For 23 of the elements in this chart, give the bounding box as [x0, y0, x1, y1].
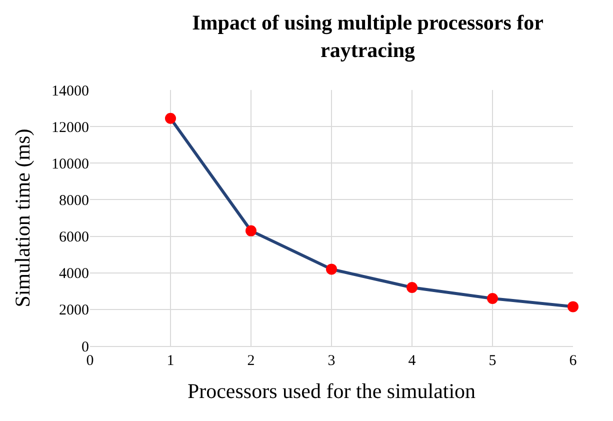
y-tick-label: 8000 [59, 192, 89, 209]
x-tick-label: 2 [247, 353, 255, 369]
point [246, 225, 256, 236]
y-tick-label: 12000 [52, 120, 89, 136]
x-tick-label: 3 [328, 353, 336, 369]
x-tick-label: 5 [488, 353, 496, 369]
y-axis-title: Simulation time (ms) [10, 128, 35, 308]
y-tick-label: 0 [82, 339, 89, 356]
y-tick-label: 14000 [52, 83, 89, 100]
y-tick-label: 10000 [52, 156, 89, 172]
x-tick-label: 4 [408, 353, 416, 369]
x-tick-label: 1 [166, 353, 174, 369]
point [406, 282, 418, 293]
y-tick-label: 4000 [59, 266, 89, 282]
x-axis-title: Processors used for the simulation [187, 379, 476, 404]
chart-title: Impact of using multiple processors for raytracing [192, 10, 544, 62]
y-tick-label: 6000 [59, 230, 89, 246]
point [326, 264, 337, 275]
point [165, 112, 176, 124]
point [487, 292, 498, 304]
y-tick-label: 2000 [59, 302, 89, 319]
point [568, 301, 578, 312]
x-tick-label: 6 [569, 353, 578, 369]
